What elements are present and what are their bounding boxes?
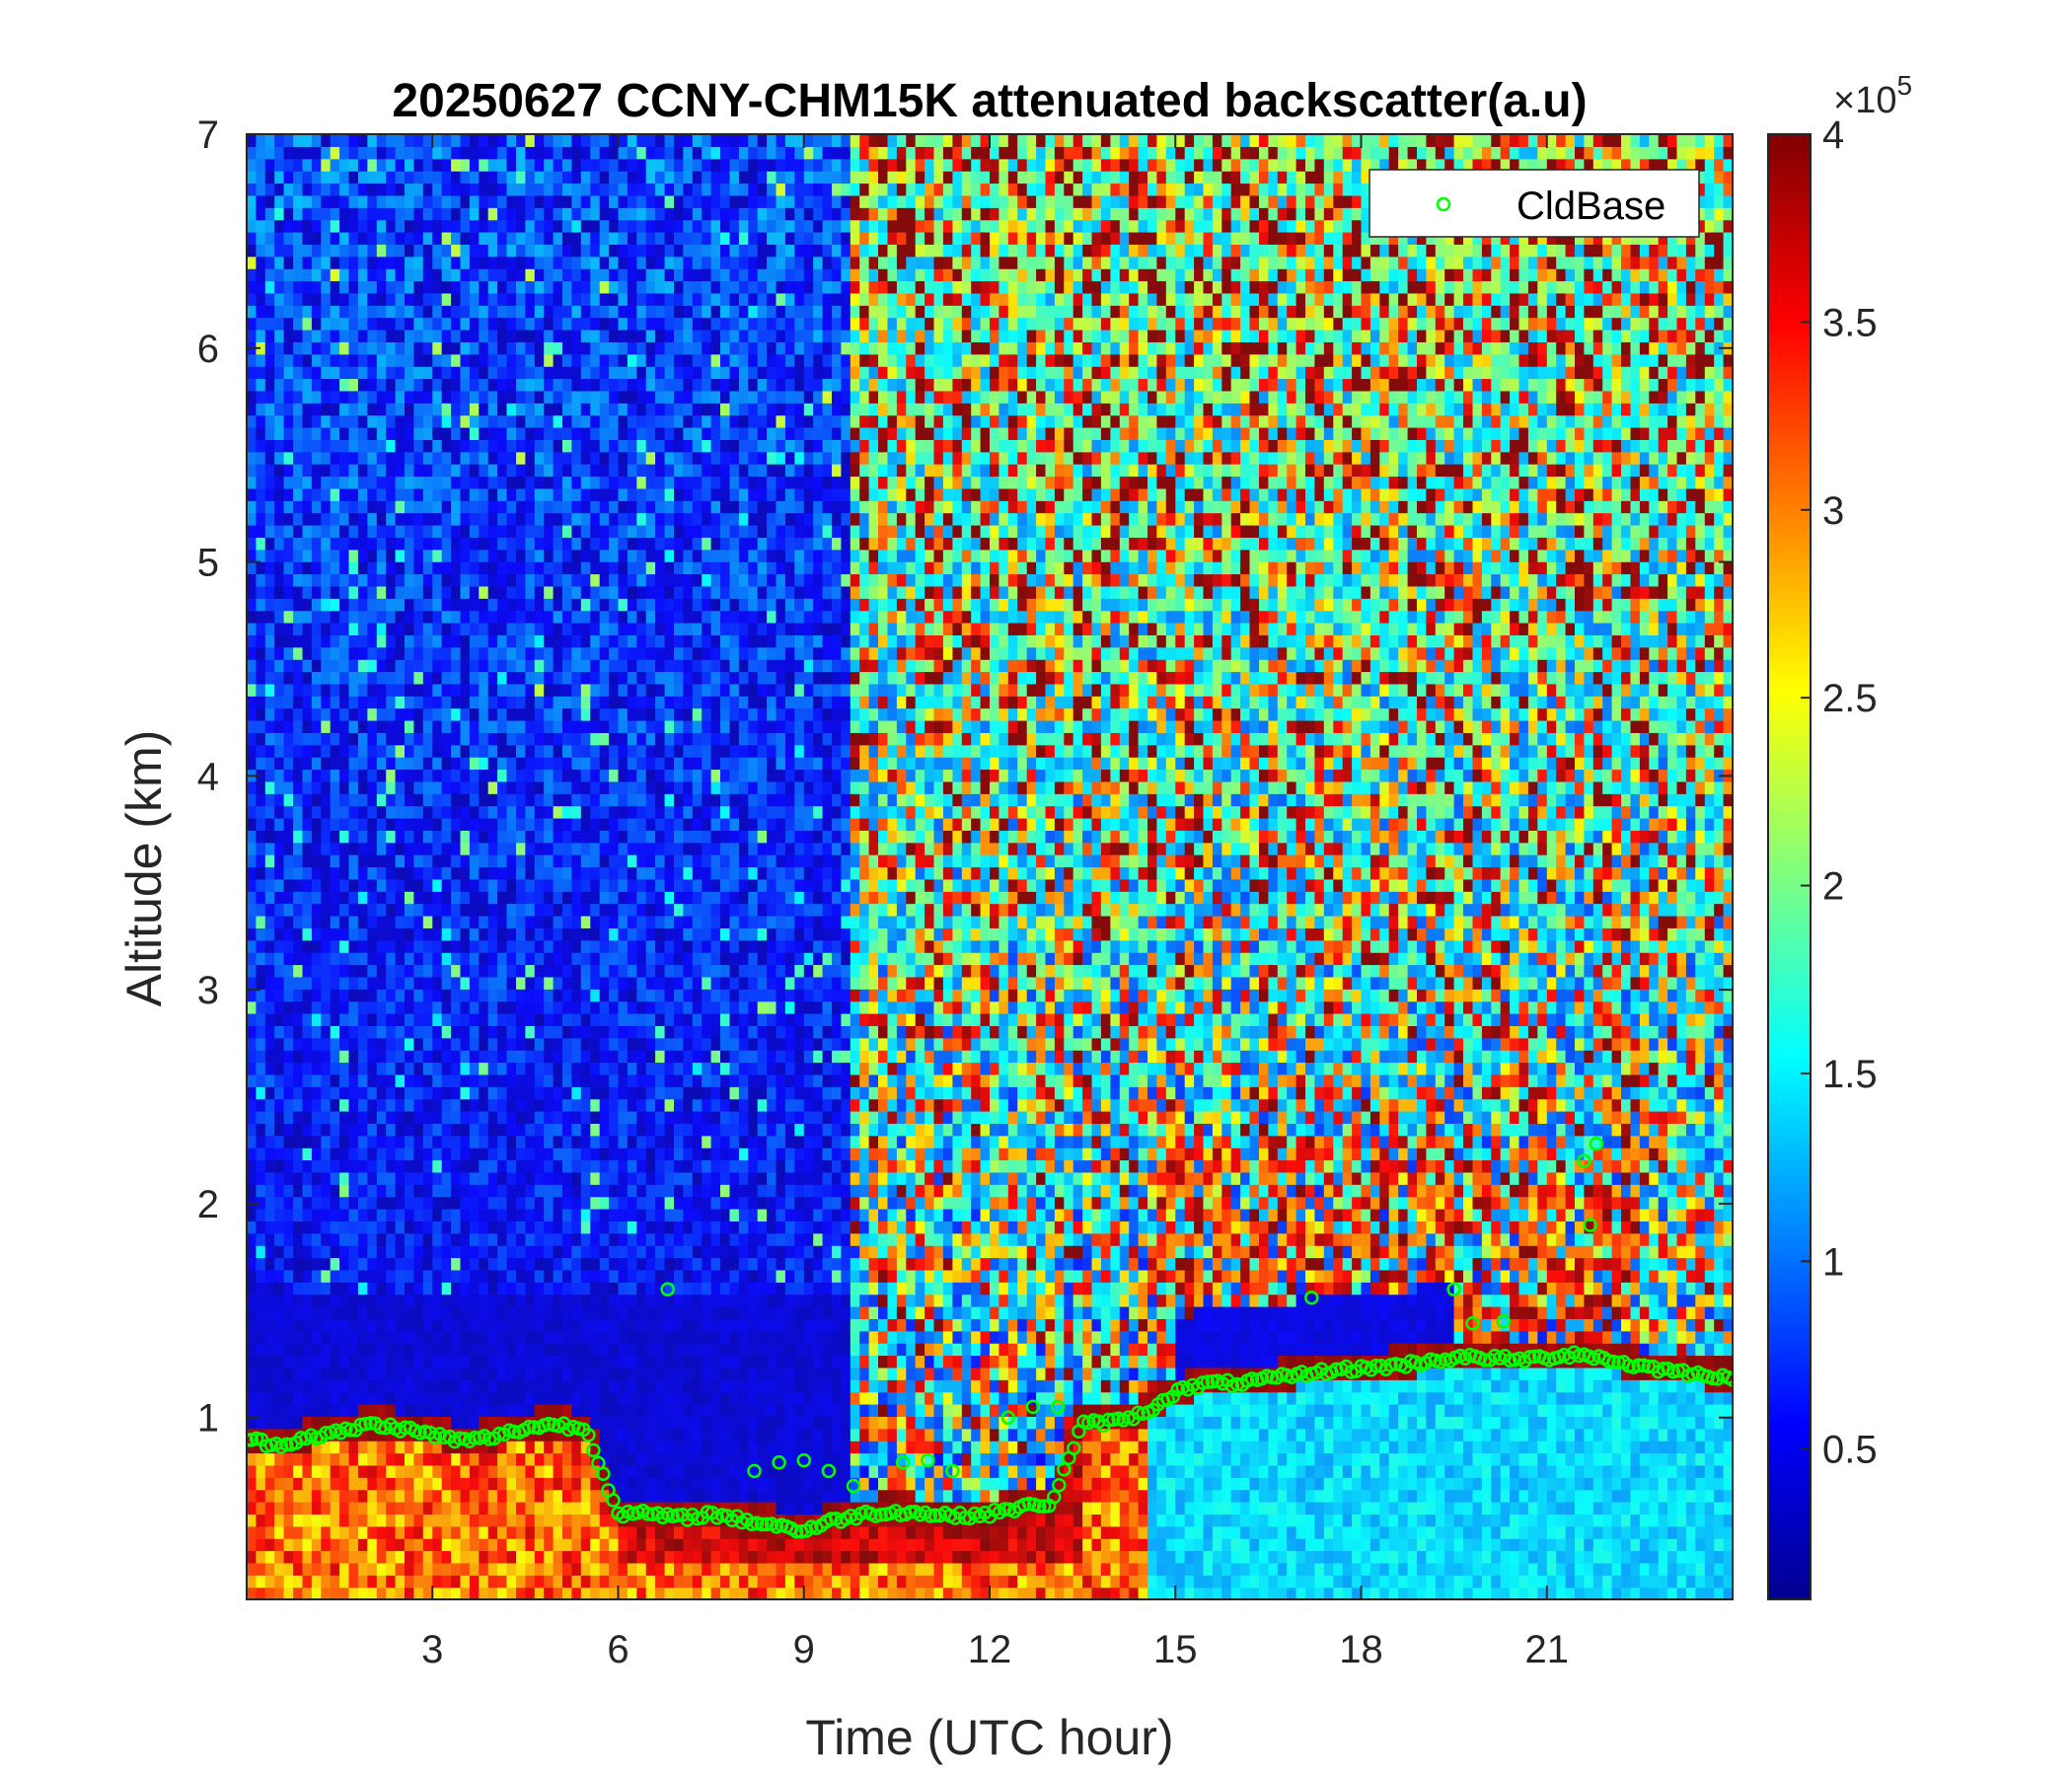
plot-area — [246, 133, 1734, 1600]
backscatter-heatmap — [247, 134, 1733, 1599]
chart-title: 20250627 CCNY-CHM15K attenuated backscat… — [392, 75, 1587, 127]
